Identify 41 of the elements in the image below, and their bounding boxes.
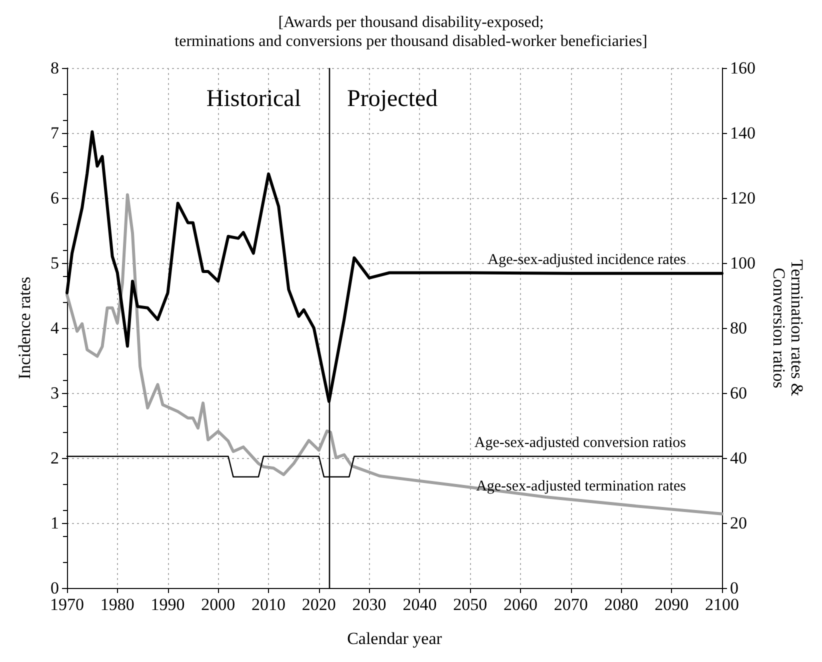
y-tick-label: 3 bbox=[50, 384, 59, 402]
x-tick-label: 2000 bbox=[201, 595, 236, 614]
x-tick-label: 2080 bbox=[604, 595, 638, 614]
x-tick-label: 1990 bbox=[150, 595, 185, 614]
y2-tick-label: 0 bbox=[730, 578, 738, 598]
y-tick-label: 6 bbox=[50, 188, 59, 208]
x-tick-label: 2050 bbox=[453, 595, 488, 614]
x-axis-title: Calendar year bbox=[347, 629, 442, 648]
y-tick-label: 2 bbox=[50, 448, 59, 468]
x-tick-label: 2020 bbox=[302, 595, 336, 614]
y2-tick-label: 100 bbox=[730, 254, 756, 272]
y2-tick-label: 120 bbox=[730, 188, 756, 208]
annotation: Projected bbox=[347, 86, 438, 112]
y-tick-label: 1 bbox=[50, 514, 59, 532]
chart-subtitle: [Awards per thousand disability-exposed; terminations and conversions per thousand disabled-worker beneficiaries] bbox=[174, 14, 648, 50]
x-tick-label: 1970 bbox=[50, 595, 84, 614]
y-tick-label: 5 bbox=[50, 254, 59, 272]
y2-tick-label: 40 bbox=[730, 448, 747, 468]
x-tick-label: 2010 bbox=[252, 595, 286, 614]
x-tick-label: 1980 bbox=[100, 595, 134, 614]
y2-axis-title: Termination rates & Conversion ratios bbox=[770, 260, 806, 396]
y-tick-label: 0 bbox=[50, 578, 59, 598]
y2-tick-label: 160 bbox=[730, 58, 756, 78]
y2-tick-label: 80 bbox=[730, 318, 747, 338]
x-tick-label: 2030 bbox=[352, 595, 386, 614]
series-label: Age-sex-adjusted termination rates bbox=[476, 478, 686, 494]
y2-tick-label: 60 bbox=[730, 384, 747, 402]
y2-tick-label: 140 bbox=[730, 124, 756, 142]
y-tick-label: 7 bbox=[50, 124, 60, 142]
annotation: Historical bbox=[206, 86, 302, 112]
series-label: Age-sex-adjusted conversion ratios bbox=[474, 434, 686, 451]
y-tick-label: 8 bbox=[50, 58, 59, 78]
x-tick-label: 2100 bbox=[705, 595, 739, 614]
x-tick-label: 2060 bbox=[503, 595, 538, 614]
x-tick-label: 2070 bbox=[554, 595, 588, 614]
x-tick-label: 2090 bbox=[654, 595, 689, 614]
series-label: Age-sex-adjusted incidence rates bbox=[488, 252, 686, 268]
y-axis-title: Incidence rates bbox=[15, 276, 34, 380]
x-tick-label: 2040 bbox=[402, 595, 437, 614]
y2-tick-label: 20 bbox=[730, 514, 747, 532]
y-tick-label: 4 bbox=[50, 318, 60, 338]
